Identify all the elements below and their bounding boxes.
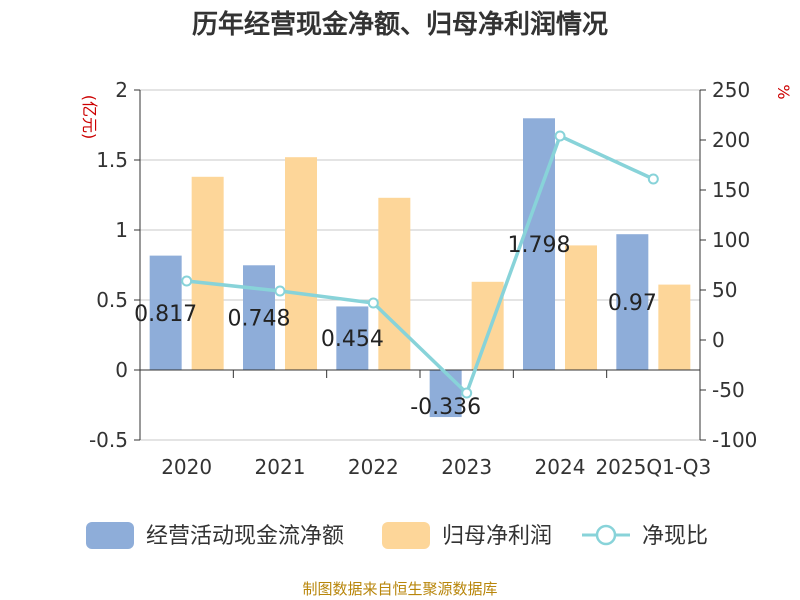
net-profit-bar [191,176,224,370]
y2-tick-label: 0 [712,328,725,352]
data-source-note: 制图数据来自恒生聚源数据库 [302,580,498,598]
cash-ratio-line [186,133,655,397]
cash-flow-value-label: 0.748 [228,307,291,332]
x-tick-label: 2022 [348,455,399,479]
y-tick-label: 0.5 [96,288,128,312]
y-tick-label: 1.5 [96,148,128,172]
cash-flow-value-label: 0.97 [608,291,657,316]
cash-flow-bar [149,255,182,370]
legend-label-cash-flow: 经营活动现金流净额 [146,524,344,549]
x-tick-label: 2023 [441,455,492,479]
cash-flow-value-label: 0.454 [321,327,384,352]
y-tick-label: 1 [115,218,128,242]
cash-ratio-point [181,275,193,287]
y-tick-label: 0 [115,358,128,382]
legend-label-cash-ratio: 净现比 [642,524,708,549]
y2-tick-label: 100 [712,228,750,252]
y2-axis-unit: % [774,84,793,99]
cash-ratio-point [461,387,473,399]
x-tick-label: 2025Q1-Q3 [595,455,711,479]
y2-tick-label: 200 [712,128,750,152]
cash-flow-bar [429,370,462,418]
legend-swatch-cash-flow [86,522,134,549]
legend-label-net-profit: 归母净利润 [442,524,552,549]
cash-ratio-point [367,297,379,309]
cash-flow-bar [336,306,369,370]
cash-flow-bar [243,265,275,370]
x-tick-label: 2020 [161,455,212,479]
y2-tick-label: -100 [712,428,757,452]
net-profit-bar [378,197,411,370]
net-profit-bar [565,245,597,370]
chart-title: 历年经营现金净额、归母净利润情况 [191,10,608,40]
cash-flow-bar [616,234,649,370]
cash-flow-value-label: 1.798 [508,233,571,258]
y-tick-label: -0.5 [89,428,128,452]
x-tick-label: 2021 [255,455,306,479]
legend-marker-cash-ratio [595,524,617,546]
net-profit-bar [471,281,504,370]
y2-tick-label: 150 [712,178,750,202]
legend-swatch-net-profit [382,522,430,549]
y2-tick-label: -50 [712,378,745,402]
net-profit-bar [658,284,691,370]
y2-tick-label: 250 [712,78,750,102]
cash-flow-value-label: 0.817 [134,302,197,327]
y-axis-unit: (亿元) [80,95,99,140]
cash-ratio-point [554,130,566,142]
cash-ratio-point [274,285,286,297]
net-profit-bar [285,157,317,370]
cash-flow-value-label: -0.336 [410,395,481,420]
y-tick-label: 2 [115,78,128,102]
y2-tick-label: 50 [712,278,737,302]
cash-ratio-point [647,173,659,185]
x-tick-label: 2024 [535,455,586,479]
